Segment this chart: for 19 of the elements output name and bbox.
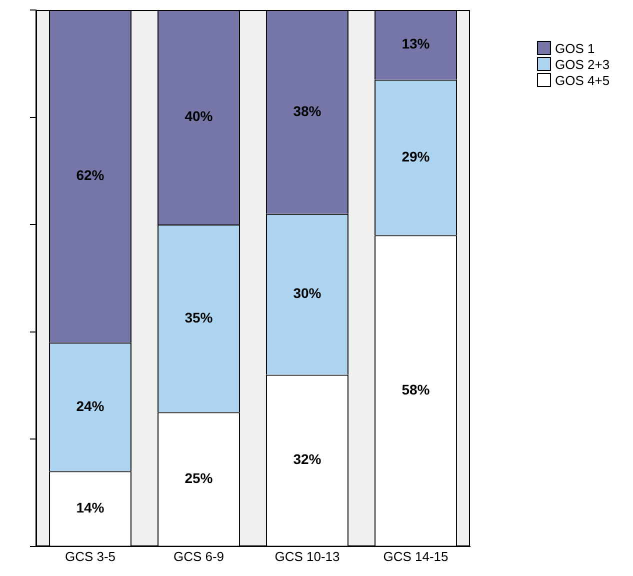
data-label: 29% bbox=[402, 148, 430, 164]
data-label: 38% bbox=[293, 102, 322, 119]
data-label: 13% bbox=[402, 36, 430, 52]
data-label: 25% bbox=[184, 470, 214, 486]
data-label: 30% bbox=[293, 285, 322, 302]
data-label: 14% bbox=[76, 499, 105, 516]
data-label: 24% bbox=[76, 398, 105, 414]
legend-label: GOS 4+5 bbox=[555, 72, 610, 88]
x-tick-label: GCS 3-5 bbox=[64, 548, 116, 564]
text: GOS 1 bbox=[555, 40, 595, 56]
x-tick-label: GCS 6-9 bbox=[173, 548, 224, 564]
x-tick-label: GCS 10-13 bbox=[274, 548, 340, 564]
data-label: 35% bbox=[184, 309, 214, 326]
legend-label: GOS 2+3 bbox=[555, 56, 610, 72]
data-label: 40% bbox=[184, 108, 214, 124]
x-tick-label: GCS 14-15 bbox=[383, 548, 448, 564]
data-label: 62% bbox=[76, 167, 105, 184]
data-label: 32% bbox=[293, 451, 322, 468]
data-label: 58% bbox=[402, 381, 430, 398]
